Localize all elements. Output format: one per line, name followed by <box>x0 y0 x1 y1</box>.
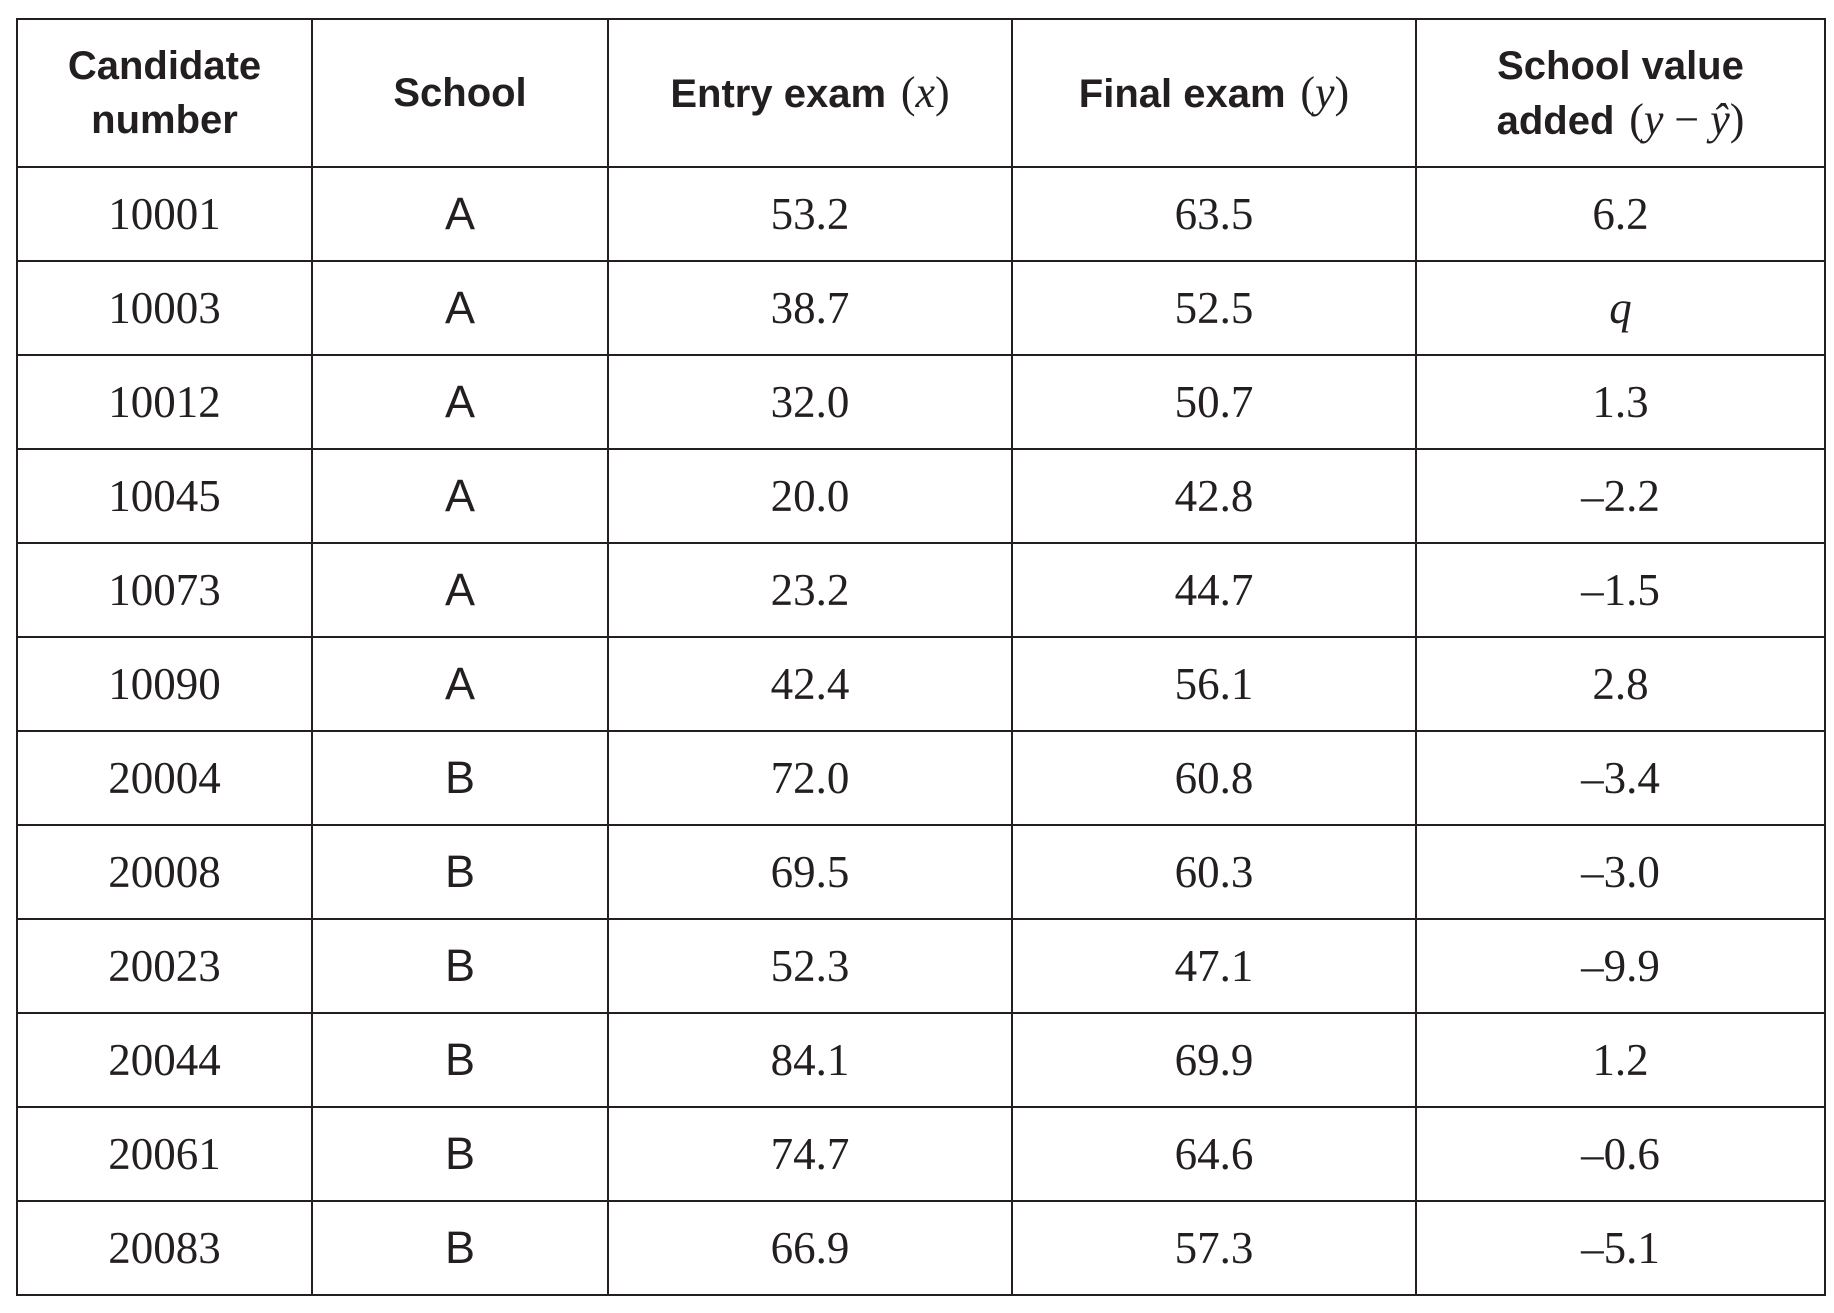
cell-candidate-number: 10012 <box>16 354 313 450</box>
header-entry-symbol: (x) <box>897 67 950 117</box>
cell-school: B <box>311 1106 609 1202</box>
table-row: 20044 B 84.1 69.9 1.2 <box>16 1012 1826 1108</box>
header-candidate-line1: Candidate <box>67 44 262 88</box>
cell-candidate-number: 20023 <box>16 918 313 1014</box>
header-entry-label: Entry exam <box>670 71 887 116</box>
table-row: 10045 A 20.0 42.8 –2.2 <box>16 448 1826 544</box>
cell-entry-exam: 84.1 <box>607 1012 1013 1108</box>
value-variable-yhat: ŷ <box>1710 94 1730 144</box>
table-row: 20008 B 69.5 60.3 –3.0 <box>16 824 1826 920</box>
header-value-line1: School value <box>1497 43 1744 88</box>
cell-candidate-number: 10073 <box>16 542 313 638</box>
cell-candidate-number: 20083 <box>16 1200 313 1296</box>
cell-candidate-number: 20061 <box>16 1106 313 1202</box>
cell-candidate-number: 20004 <box>16 730 313 826</box>
cell-entry-exam: 53.2 <box>607 166 1013 262</box>
cell-school: B <box>311 730 609 826</box>
cell-school: A <box>311 260 609 356</box>
cell-entry-exam: 74.7 <box>607 1106 1013 1202</box>
cell-school: B <box>311 1200 609 1296</box>
cell-entry-exam: 52.3 <box>607 918 1013 1014</box>
cell-value-added: –3.4 <box>1415 730 1826 826</box>
table-row: 10090 A 42.4 56.1 2.8 <box>16 636 1826 732</box>
cell-candidate-number: 20008 <box>16 824 313 920</box>
table-row: 20004 B 72.0 60.8 –3.4 <box>16 730 1826 826</box>
entry-variable: x <box>915 67 935 117</box>
table-row: 20023 B 52.3 47.1 –9.9 <box>16 918 1826 1014</box>
table-row: 10001 A 53.2 63.5 6.2 <box>16 166 1826 262</box>
table-row: 10073 A 23.2 44.7 –1.5 <box>16 542 1826 638</box>
cell-final-exam: 69.9 <box>1011 1012 1417 1108</box>
cell-final-exam: 50.7 <box>1011 354 1417 450</box>
cell-value-added: –0.6 <box>1415 1106 1826 1202</box>
cell-school: B <box>311 918 609 1014</box>
cell-final-exam: 60.8 <box>1011 730 1417 826</box>
header-school: School <box>311 18 609 168</box>
header-final-exam: Final exam (y) <box>1011 18 1417 168</box>
cell-final-exam: 42.8 <box>1011 448 1417 544</box>
cell-entry-exam: 72.0 <box>607 730 1013 826</box>
header-entry-exam: Entry exam (x) <box>607 18 1013 168</box>
cell-entry-exam: 20.0 <box>607 448 1013 544</box>
cell-entry-exam: 66.9 <box>607 1200 1013 1296</box>
cell-candidate-number: 10001 <box>16 166 313 262</box>
cell-value-added: –9.9 <box>1415 918 1826 1014</box>
cell-candidate-number: 20044 <box>16 1012 313 1108</box>
cell-value-added: –3.0 <box>1415 824 1826 920</box>
cell-school: A <box>311 354 609 450</box>
header-value-line2-label: added <box>1496 98 1615 143</box>
cell-value-added: 1.2 <box>1415 1012 1826 1108</box>
cell-value-added: 6.2 <box>1415 166 1826 262</box>
cell-value-added: –5.1 <box>1415 1200 1826 1296</box>
table-row: 10003 A 38.7 52.5 q <box>16 260 1826 356</box>
cell-school: A <box>311 636 609 732</box>
table-body: 10001 A 53.2 63.5 6.2 10003 A 38.7 52.5 q 10012 A 32… <box>16 166 1826 1296</box>
cell-value-added: q <box>1415 260 1826 356</box>
final-variable: y <box>1315 67 1335 117</box>
cell-school: B <box>311 1012 609 1108</box>
table-row: 20061 B 74.7 64.6 –0.6 <box>16 1106 1826 1202</box>
header-candidate-number: Candidate number <box>16 18 313 168</box>
cell-final-exam: 44.7 <box>1011 542 1417 638</box>
table-row: 10012 A 32.0 50.7 1.3 <box>16 354 1826 450</box>
cell-value-added: 2.8 <box>1415 636 1826 732</box>
cell-final-exam: 60.3 <box>1011 824 1417 920</box>
cell-entry-exam: 42.4 <box>607 636 1013 732</box>
cell-value-added: –1.5 <box>1415 542 1826 638</box>
cell-entry-exam: 69.5 <box>607 824 1013 920</box>
cell-candidate-number: 10003 <box>16 260 313 356</box>
cell-final-exam: 63.5 <box>1011 166 1417 262</box>
cell-entry-exam: 23.2 <box>607 542 1013 638</box>
header-school-label: School <box>393 71 527 115</box>
cell-value-added: 1.3 <box>1415 354 1826 450</box>
data-table: Candidate number School Entry exam (x) F… <box>16 18 1826 1296</box>
header-candidate-line2: number <box>91 98 238 142</box>
cell-entry-exam: 38.7 <box>607 260 1013 356</box>
cell-school: A <box>311 448 609 544</box>
cell-school: B <box>311 824 609 920</box>
table-row: 20083 B 66.9 57.3 –5.1 <box>16 1200 1826 1296</box>
header-value-symbol: (y − ŷ) <box>1625 94 1745 144</box>
header-row: Candidate number School Entry exam (x) F… <box>16 18 1826 168</box>
cell-entry-exam: 32.0 <box>607 354 1013 450</box>
header-final-label: Final exam <box>1078 71 1286 116</box>
cell-school: A <box>311 542 609 638</box>
header-school-value-added: School value added (y − ŷ) <box>1415 18 1826 168</box>
cell-final-exam: 56.1 <box>1011 636 1417 732</box>
header-final-symbol: (y) <box>1296 67 1350 117</box>
value-variable-y: y <box>1643 94 1664 144</box>
cell-school: A <box>311 166 609 262</box>
cell-final-exam: 47.1 <box>1011 918 1417 1014</box>
cell-candidate-number: 10090 <box>16 636 313 732</box>
cell-final-exam: 52.5 <box>1011 260 1417 356</box>
cell-final-exam: 64.6 <box>1011 1106 1417 1202</box>
cell-final-exam: 57.3 <box>1011 1200 1417 1296</box>
cell-value-added: –2.2 <box>1415 448 1826 544</box>
cell-candidate-number: 10045 <box>16 448 313 544</box>
value-minus-sign: − <box>1674 94 1700 144</box>
